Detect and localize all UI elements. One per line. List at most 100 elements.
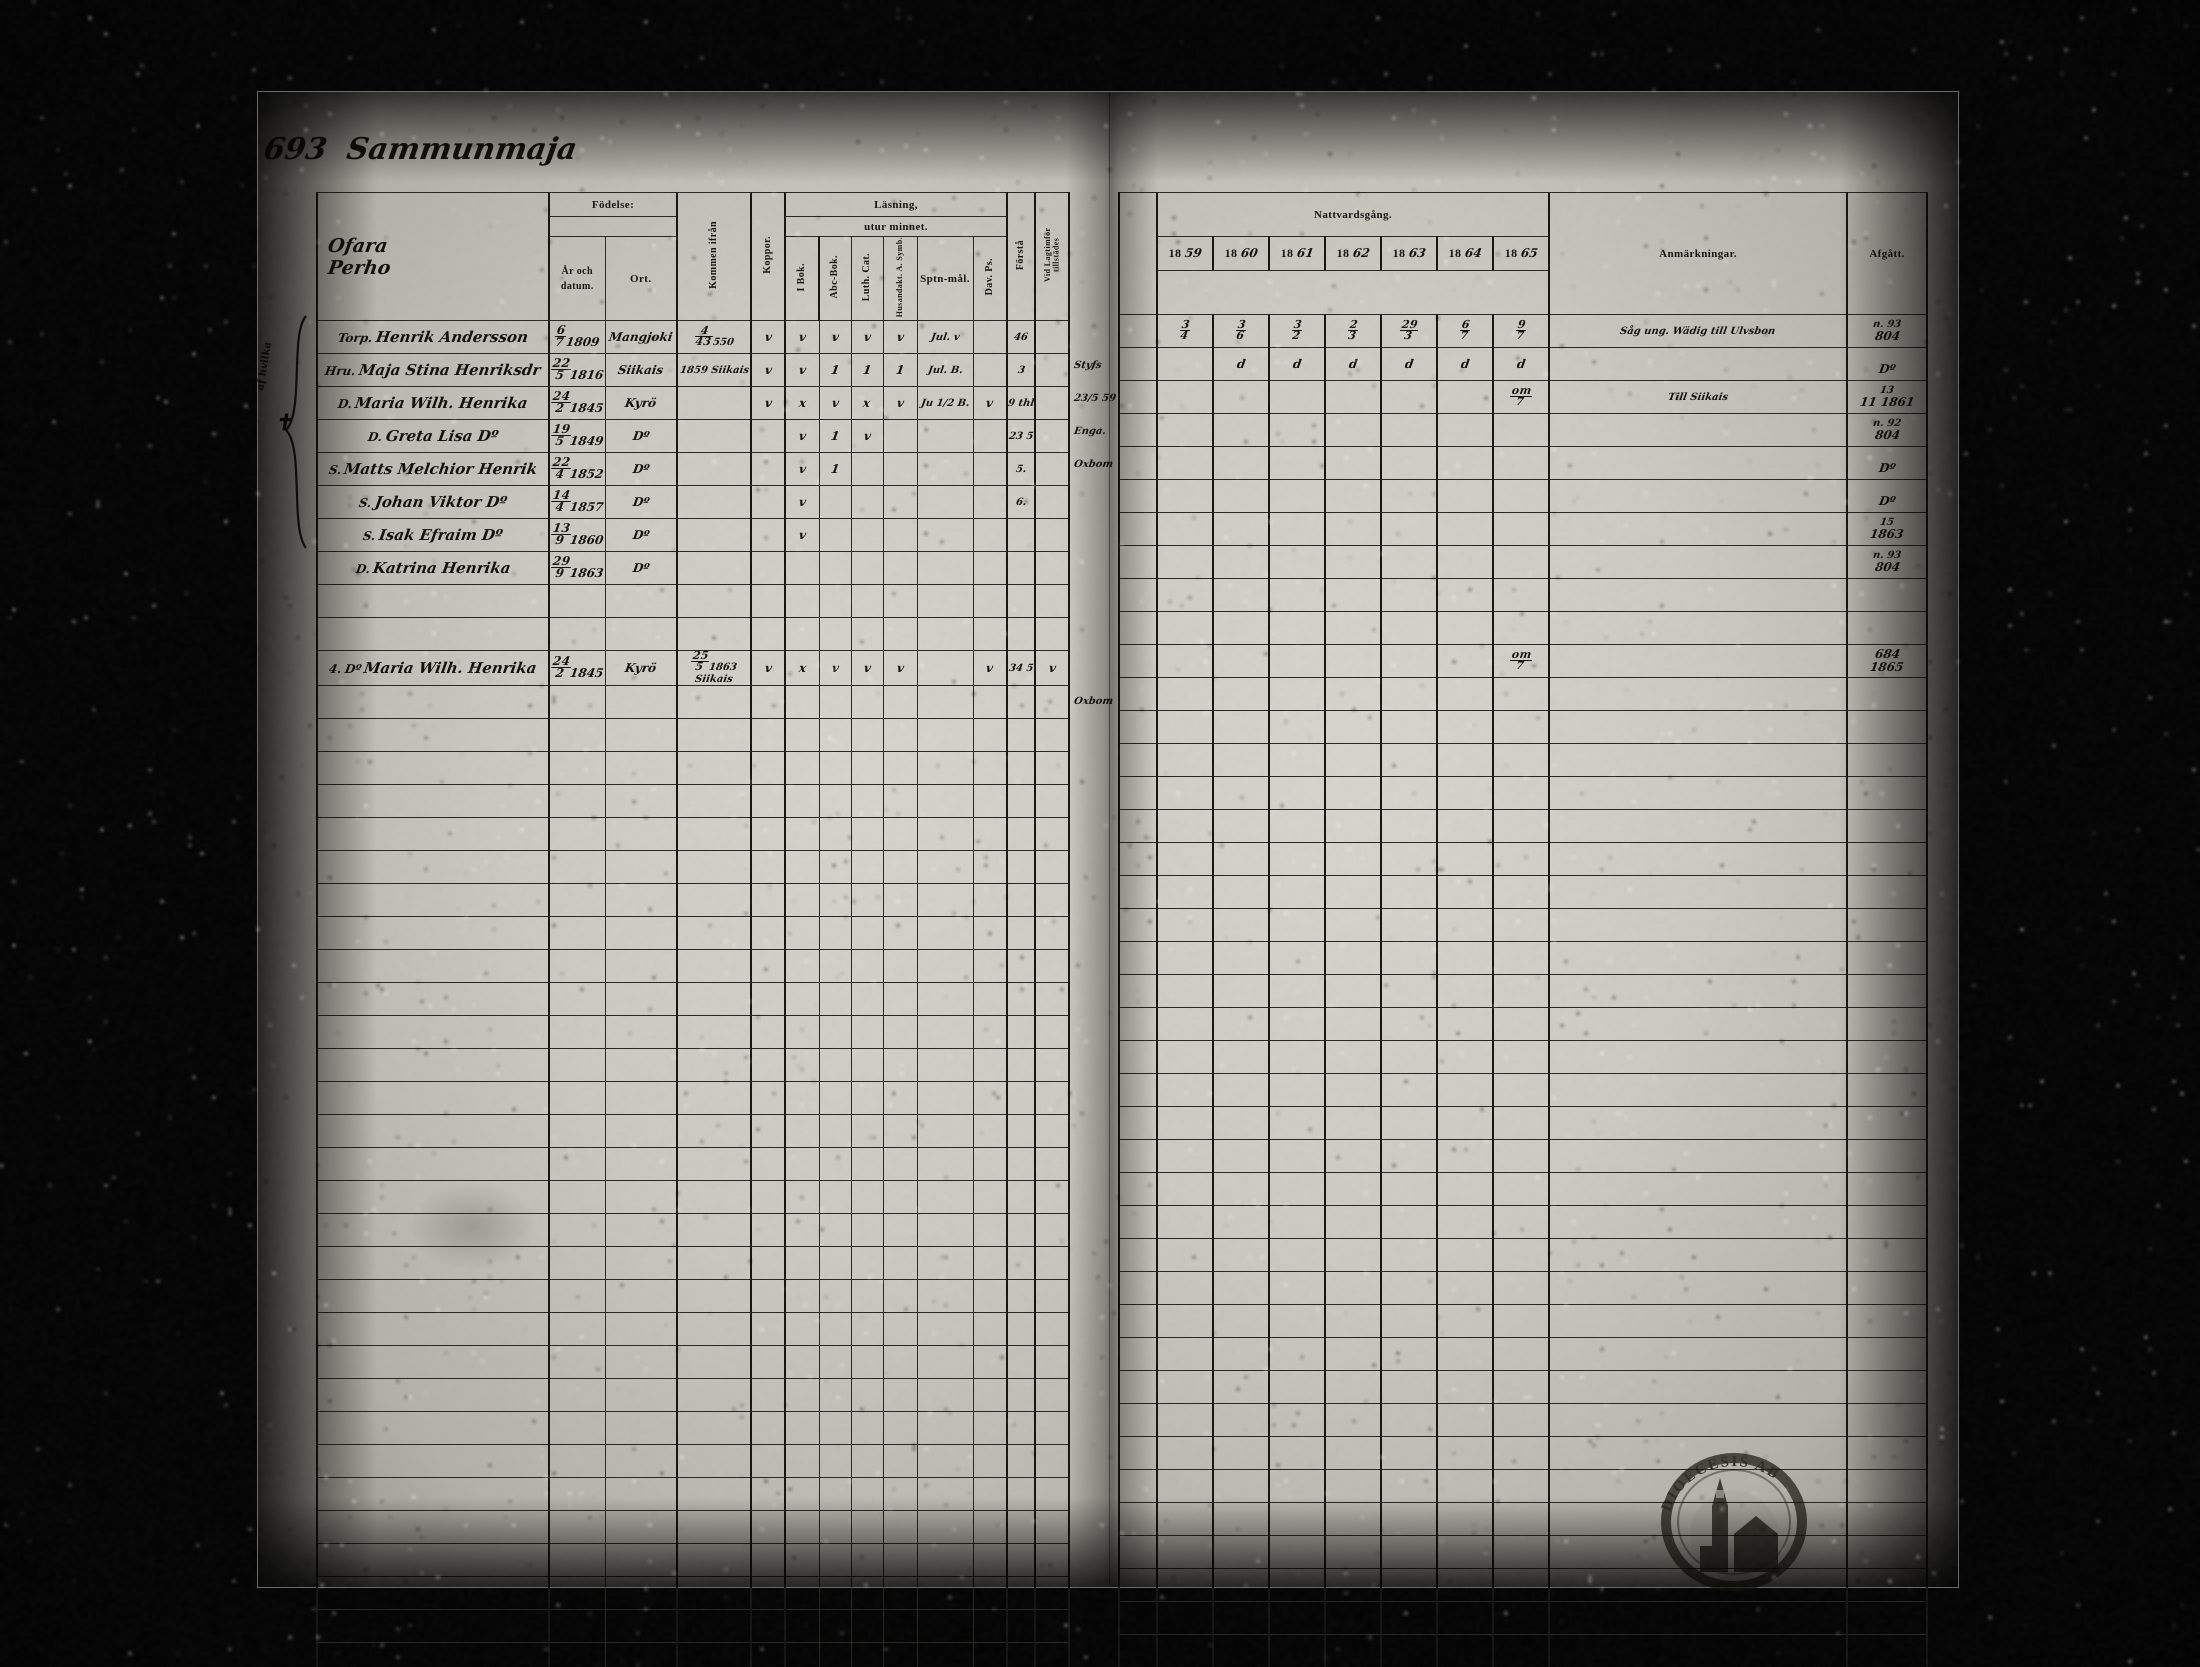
communion-year-header: 18 61	[1269, 237, 1325, 271]
handwritten-text: d	[1460, 357, 1471, 371]
communion-cell: 36	[1213, 315, 1269, 348]
empty-cell	[1007, 1082, 1035, 1115]
empty-cell	[1157, 1239, 1213, 1272]
communion-cell	[1157, 645, 1213, 678]
empty-cell	[1157, 1074, 1213, 1107]
communion-cell: d	[1269, 348, 1325, 381]
empty-cell	[1007, 1544, 1035, 1577]
empty-cell	[549, 1280, 605, 1313]
empty-table-row	[317, 785, 1069, 818]
empty-cell	[677, 1280, 751, 1313]
in-book-cell: x	[785, 651, 819, 686]
handwritten-text: Dº	[344, 662, 363, 676]
communion-cell	[1493, 546, 1549, 579]
empty-cell	[1269, 1206, 1325, 1239]
empty-cell	[751, 1412, 785, 1445]
smallpox-header: Koppor.	[751, 193, 785, 321]
handwritten-text: 1849	[569, 434, 605, 448]
departed-cell: n. 92 804	[1847, 414, 1927, 447]
right-header-row-1: Nattvardsgång. Anmärkningar. Afgått.	[1119, 193, 1927, 237]
empty-cell	[317, 1082, 549, 1115]
empty-cell	[1269, 1008, 1325, 1041]
empty-cell	[1119, 1371, 1157, 1404]
empty-cell	[917, 1478, 973, 1511]
communion-cell	[1269, 414, 1325, 447]
communion-cell: d	[1493, 348, 1549, 381]
empty-cell	[1549, 678, 1847, 711]
empty-cell	[917, 618, 973, 651]
empty-cell	[1157, 1041, 1213, 1074]
dav-ps-cell: v	[973, 387, 1007, 420]
born-group-header: Födelse:	[549, 193, 677, 217]
empty-cell	[1381, 975, 1437, 1008]
empty-cell	[605, 1544, 677, 1577]
empty-cell	[1269, 678, 1325, 711]
empty-cell	[1035, 719, 1069, 752]
empty-table-row	[1119, 579, 1927, 612]
empty-cell	[785, 1181, 819, 1214]
empty-cell	[1269, 1437, 1325, 1470]
empty-cell	[1325, 1569, 1381, 1602]
empty-table-row	[1119, 612, 1927, 645]
person-name-cell: S. Johan Viktor Dº	[317, 486, 549, 519]
empty-cell	[1035, 1478, 1069, 1511]
empty-cell	[1269, 1173, 1325, 1206]
empty-cell	[917, 1346, 973, 1379]
departed-cell: Dº	[1847, 348, 1927, 381]
empty-cell	[785, 1346, 819, 1379]
handwritten-text: 1857	[569, 500, 605, 514]
came-from-fraction: 25 5	[690, 651, 711, 672]
empty-cell	[1549, 975, 1847, 1008]
page-number: 693	[261, 132, 329, 167]
husandakt-cell	[883, 420, 917, 453]
came-from-cell: 4 43 550	[677, 321, 751, 354]
communion-cell: d	[1325, 348, 1381, 381]
empty-cell	[1437, 1470, 1493, 1503]
empty-table-row	[317, 1379, 1069, 1412]
empty-cell	[1847, 1041, 1927, 1074]
smallpox-cell	[751, 420, 785, 453]
in-book-cell: x	[785, 387, 819, 420]
empty-cell	[1157, 1305, 1213, 1338]
empty-cell	[605, 1577, 677, 1610]
empty-cell	[1325, 1404, 1381, 1437]
born-year-header: År och datum.	[549, 237, 605, 321]
empty-table-row	[1119, 1041, 1927, 1074]
empty-cell	[1007, 1016, 1035, 1049]
empty-cell	[1381, 579, 1437, 612]
handwritten-text: v	[763, 661, 772, 675]
empty-cell	[785, 1214, 819, 1247]
empty-cell	[819, 752, 851, 785]
empty-cell	[605, 950, 677, 983]
empty-cell	[751, 1280, 785, 1313]
empty-table-row	[317, 686, 1069, 719]
empty-cell	[1325, 1338, 1381, 1371]
table-row: S. Matts Melchior Henrik 22 4 1852 Dº v 1 5.	[317, 453, 1069, 486]
empty-cell	[1157, 1008, 1213, 1041]
empty-cell	[819, 1445, 851, 1478]
empty-cell	[1213, 975, 1269, 1008]
empty-cell	[1157, 810, 1213, 843]
empty-cell	[317, 1445, 549, 1478]
handwritten-text: Isak Efraim Dº	[378, 526, 504, 544]
communion-cell: 23	[1325, 315, 1381, 348]
empty-cell	[973, 585, 1007, 618]
departed-cell: n. 93 804	[1847, 546, 1927, 579]
empty-cell	[1437, 777, 1493, 810]
communion-cell	[1269, 513, 1325, 546]
empty-cell	[1549, 843, 1847, 876]
empty-cell	[1437, 612, 1493, 645]
empty-cell	[1493, 1602, 1549, 1635]
handwritten-text: d	[1236, 357, 1247, 371]
empty-cell	[1035, 1082, 1069, 1115]
empty-cell	[605, 1280, 677, 1313]
communion-cell: 29 3	[1381, 315, 1437, 348]
came-from-cell: 1859 Siikais	[677, 354, 751, 387]
empty-cell	[1213, 942, 1269, 975]
empty-cell	[549, 1214, 605, 1247]
luth-cat-cell: v	[851, 420, 883, 453]
empty-cell	[1847, 1635, 1927, 1667]
empty-cell	[851, 1544, 883, 1577]
empty-cell	[851, 818, 883, 851]
empty-table-row	[317, 1445, 1069, 1478]
